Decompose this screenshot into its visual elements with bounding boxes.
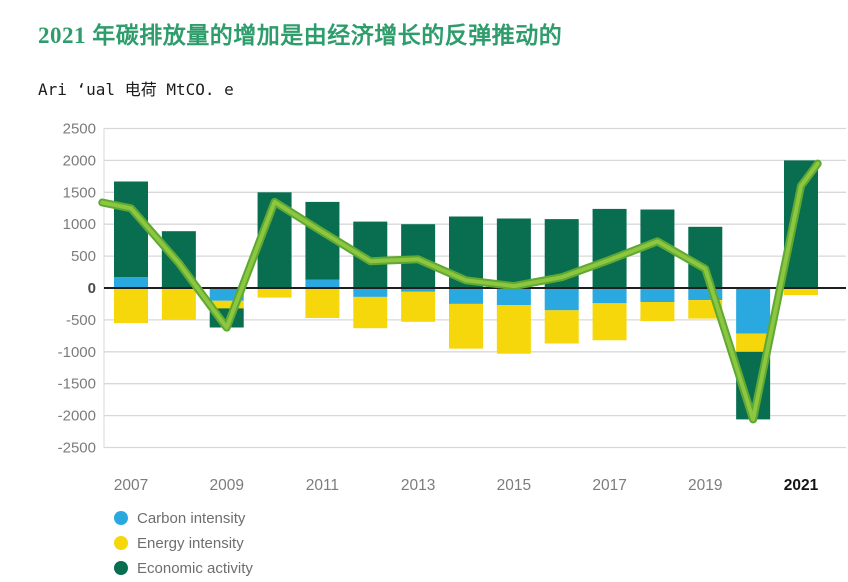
legend-item-carbon-intensity: Carbon intensity bbox=[114, 508, 253, 528]
bar-segment-2015-economic-activity bbox=[496, 218, 531, 288]
bar-segment-2007-economic-activity bbox=[114, 181, 148, 278]
bar-segment-2007-energy-intensity bbox=[114, 288, 148, 324]
legend-label-economic-activity: Economic activity bbox=[137, 559, 253, 577]
x-tick-label-2017: 2017 bbox=[592, 477, 626, 494]
bar-segment-2020-energy-intensity bbox=[736, 333, 771, 352]
y-tick-label-2000: 2000 bbox=[63, 152, 96, 169]
x-tick-label-2009: 2009 bbox=[209, 477, 243, 494]
bar-segment-2011-energy-intensity bbox=[305, 288, 340, 318]
net-change-line-highlight bbox=[100, 161, 820, 422]
x-tick-label-2015: 2015 bbox=[497, 477, 531, 494]
x-tick-label-2019: 2019 bbox=[688, 477, 722, 494]
bar-segment-2010-energy-intensity bbox=[257, 288, 292, 298]
y-tick-label-2500: 2500 bbox=[63, 121, 96, 138]
bar-segment-2018-energy-intensity bbox=[640, 302, 675, 322]
x-tick-label-2021: 2021 bbox=[784, 477, 819, 494]
legend-swatch-energy-intensity-icon bbox=[114, 536, 128, 550]
bar-segment-2020-carbon-intensity bbox=[736, 288, 771, 334]
bar-segment-2007-carbon-intensity bbox=[114, 277, 148, 288]
y-tick-label--2000: -2000 bbox=[58, 408, 96, 425]
bar-segment-2015-carbon-intensity bbox=[496, 288, 531, 306]
chart-unit-label: Ari ‘ual 电荷 MtCO. e bbox=[38, 80, 234, 99]
legend-label-carbon-intensity: Carbon intensity bbox=[137, 509, 246, 527]
bar-segment-2018-carbon-intensity bbox=[640, 288, 675, 302]
legend-item-energy-intensity: Energy intensity bbox=[114, 533, 253, 553]
bar-segment-2014-energy-intensity bbox=[448, 303, 483, 349]
y-tick-label-0: 0 bbox=[88, 280, 96, 297]
bar-segment-2017-carbon-intensity bbox=[592, 288, 627, 304]
bar-segment-2021-energy-intensity bbox=[783, 288, 818, 295]
bar-segment-2013-carbon-intensity bbox=[401, 288, 436, 292]
bar-segment-2013-energy-intensity bbox=[401, 291, 436, 322]
x-tick-label-2013: 2013 bbox=[401, 477, 435, 494]
y-tick-label--2500: -2500 bbox=[58, 440, 96, 457]
y-tick-label--1000: -1000 bbox=[58, 344, 96, 361]
bar-segment-2012-carbon-intensity bbox=[353, 288, 388, 297]
legend-label-energy-intensity: Energy intensity bbox=[137, 534, 244, 552]
legend-swatch-economic-activity-icon bbox=[114, 561, 128, 575]
bar-segment-2017-energy-intensity bbox=[592, 303, 627, 341]
legend-swatch-carbon-intensity-icon bbox=[114, 511, 128, 525]
y-tick-label-1500: 1500 bbox=[63, 184, 96, 201]
x-tick-label-2011: 2011 bbox=[306, 477, 339, 494]
chart-legend: Carbon intensity Energy intensity Econom… bbox=[114, 508, 253, 578]
bar-segment-2016-energy-intensity bbox=[544, 310, 579, 344]
bar-segment-2017-economic-activity bbox=[592, 208, 627, 288]
bar-segment-2015-energy-intensity bbox=[496, 305, 531, 354]
page-title: 2021 年碳排放量的增加是由经济增长的反弹推动的 bbox=[38, 23, 563, 49]
y-tick-label-500: 500 bbox=[71, 248, 96, 265]
bar-segment-2016-carbon-intensity bbox=[544, 288, 579, 311]
legend-item-economic-activity: Economic activity bbox=[114, 558, 253, 578]
x-tick-label-2007: 2007 bbox=[114, 477, 148, 494]
y-tick-label-1000: 1000 bbox=[63, 216, 96, 233]
bar-segment-2008-energy-intensity bbox=[161, 288, 196, 320]
y-tick-label--1500: -1500 bbox=[58, 376, 96, 393]
bar-segment-2012-energy-intensity bbox=[353, 296, 388, 329]
y-tick-label--500: -500 bbox=[66, 312, 96, 329]
bar-segment-2014-carbon-intensity bbox=[448, 288, 483, 304]
bar-segment-2011-carbon-intensity bbox=[305, 279, 340, 288]
bar-segment-2009-energy-intensity bbox=[209, 300, 244, 309]
